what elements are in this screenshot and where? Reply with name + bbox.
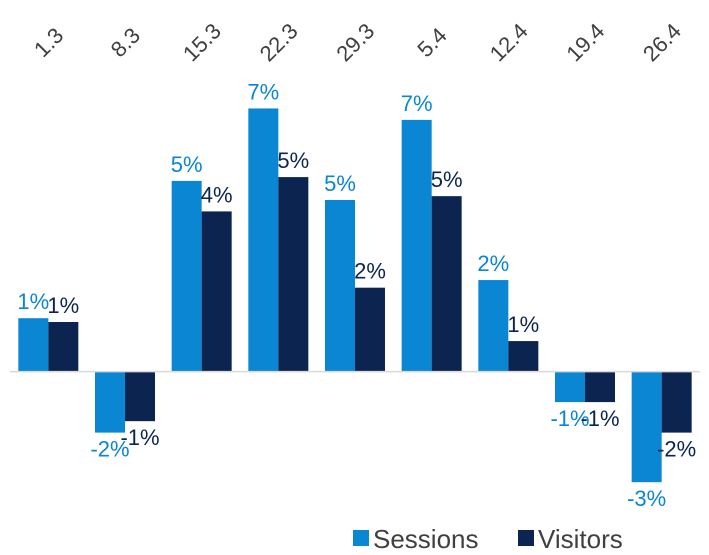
legend: Sessions Visitors: [353, 524, 623, 554]
legend-swatch-visitors: [518, 530, 534, 546]
bar-sessions-1-3: [18, 318, 48, 371]
bar-sessions-5-4: [402, 120, 432, 372]
x-tick-label-15-3: 15.3: [178, 18, 226, 66]
x-tick-label-29-3: 29.3: [331, 18, 379, 66]
bar-visitors-19-4: [585, 372, 615, 403]
bar-visitors-12-4: [508, 341, 538, 372]
bar-sessions-15-3: [172, 181, 202, 372]
data-label-sessions-22-3: 7%: [247, 79, 279, 104]
bar-sessions-26-4: [632, 372, 662, 483]
x-tick-label-19-4: 19.4: [561, 18, 609, 66]
bar-visitors-26-4: [662, 372, 692, 433]
data-label-visitors-22-3: 5%: [277, 148, 309, 173]
data-label-visitors-12-4: 1%: [507, 312, 539, 337]
data-label-visitors-19-4: -1%: [580, 406, 619, 431]
bar-visitors-15-3: [202, 211, 232, 371]
data-label-visitors-1-3: 1%: [47, 293, 79, 318]
bar-visitors-22-3: [278, 177, 308, 372]
bar-sessions-29-3: [325, 200, 355, 372]
legend-label-visitors: Visitors: [538, 524, 623, 554]
bar-visitors-1-3: [48, 322, 78, 372]
data-label-sessions-1-3: 1%: [17, 289, 49, 314]
x-tick-label-1-3: 1.3: [29, 23, 68, 62]
data-label-visitors-15-3: 4%: [201, 182, 233, 207]
bar-visitors-8-3: [125, 372, 155, 422]
data-label-sessions-29-3: 5%: [324, 171, 356, 196]
x-tick-label-8-3: 8.3: [106, 23, 145, 62]
data-label-visitors-29-3: 2%: [354, 259, 386, 284]
bar-sessions-12-4: [478, 280, 508, 372]
data-label-sessions-5-4: 7%: [401, 91, 433, 116]
bar-sessions-19-4: [555, 372, 585, 403]
x-tick-label-22-3: 22.3: [255, 18, 303, 66]
data-label-sessions-12-4: 2%: [477, 251, 509, 276]
data-label-sessions-15-3: 5%: [171, 152, 203, 177]
bar-visitors-5-4: [432, 196, 462, 371]
legend-swatch-sessions: [353, 530, 369, 546]
x-tick-label-5-4: 5.4: [412, 23, 451, 62]
data-label-visitors-26-4: -2%: [657, 437, 696, 462]
bar-sessions-22-3: [248, 108, 278, 371]
bar-visitors-29-3: [355, 288, 385, 372]
data-label-visitors-8-3: -1%: [120, 425, 159, 450]
x-tick-label-12-4: 12.4: [485, 18, 533, 66]
data-label-visitors-5-4: 5%: [431, 167, 463, 192]
x-tick-labels: 1.3 8.3 15.3 22.3 29.3 5.4 12.4 19.4 26.4: [29, 18, 686, 66]
legend-label-sessions: Sessions: [373, 524, 479, 554]
x-tick-label-26-4: 26.4: [638, 18, 686, 66]
data-label-sessions-26-4: -3%: [627, 486, 666, 511]
bar-sessions-8-3: [95, 372, 125, 433]
